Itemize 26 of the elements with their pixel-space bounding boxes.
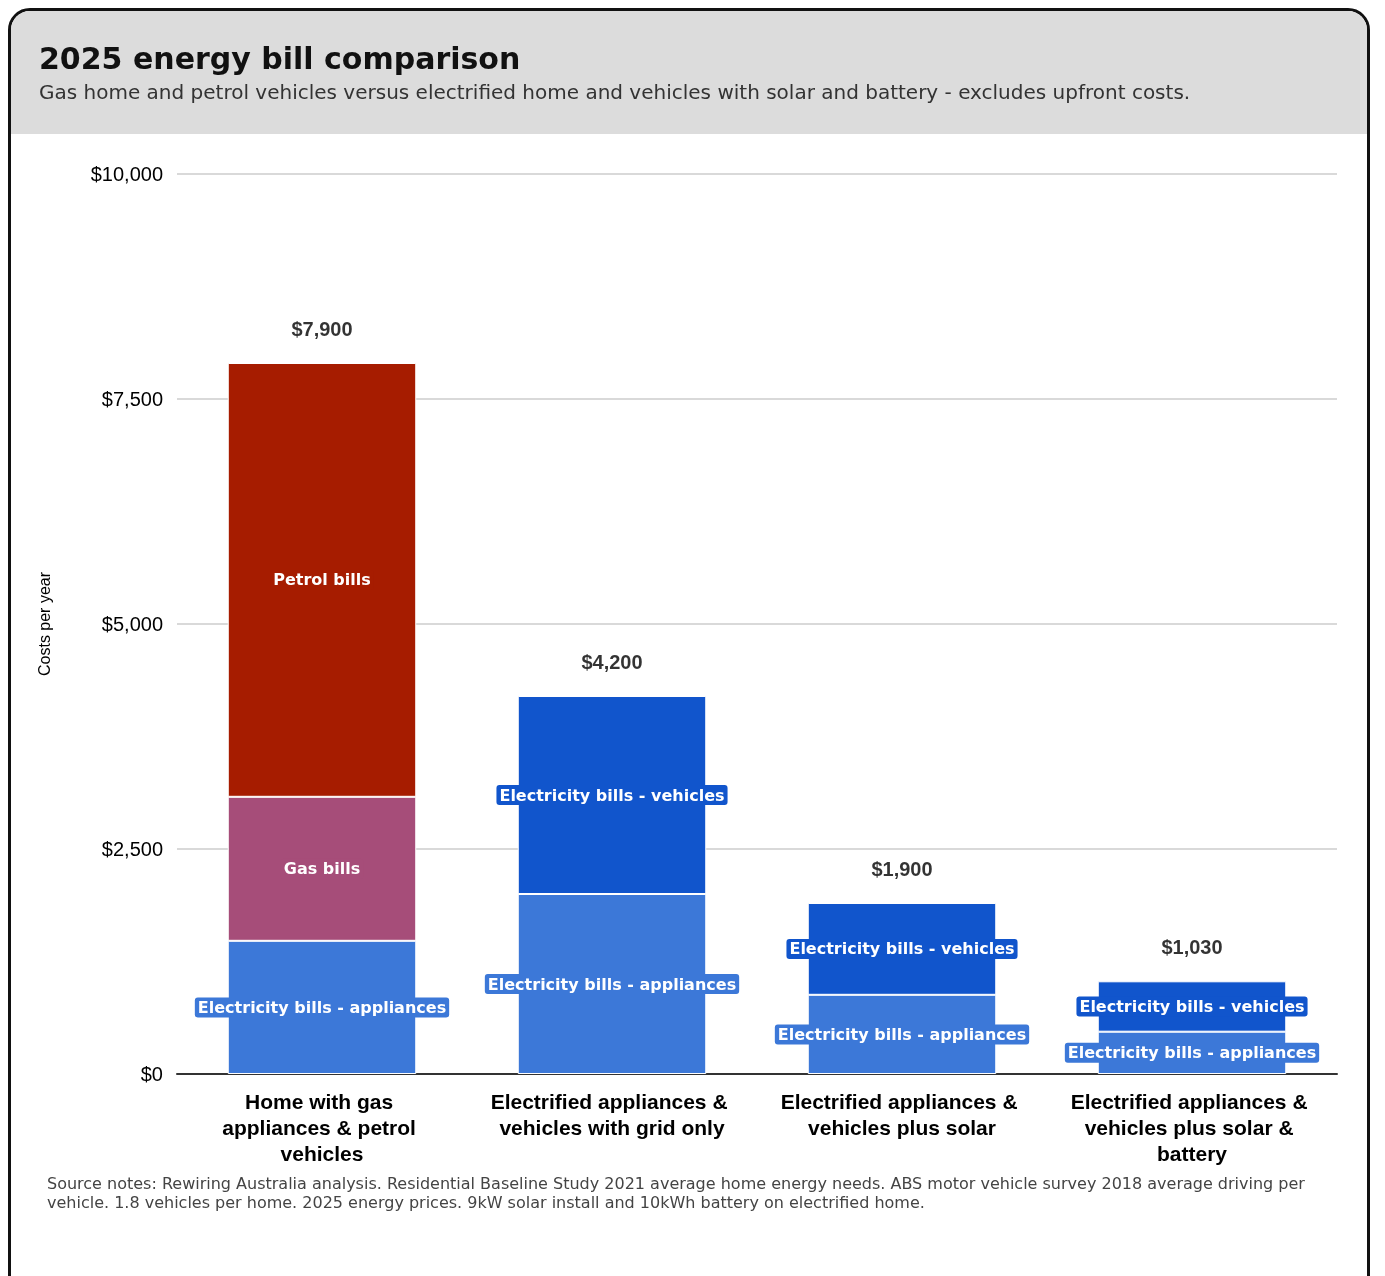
text: Electricity bills - vehicles bbox=[789, 939, 1015, 959]
total-label: $1,030 bbox=[1161, 936, 1223, 959]
text: Electricity bills - vehicles bbox=[1079, 997, 1305, 1016]
total-label: $7,900 bbox=[291, 318, 353, 340]
x-tick-label: Electrified appliances & vehicles plus solar bbox=[780, 1089, 1024, 1139]
series-label: Electricity bills - vehicles bbox=[499, 785, 725, 805]
chart-subtitle: Gas home and petrol vehicles versus electrified home and vehicles with solar and battery - excludes upfront costs. bbox=[39, 80, 1192, 104]
text: Electricity bills - appliances bbox=[197, 997, 447, 1017]
text: Electricity bills - appliances bbox=[777, 1024, 1027, 1044]
series-label: Gas bills bbox=[283, 859, 361, 879]
y-tick-label: $10,000 bbox=[90, 163, 163, 185]
x-tick-label: Electrified appliances & vehicles with grid only bbox=[490, 1089, 734, 1139]
total-label: $1,900 bbox=[871, 858, 933, 880]
x-tick-label: Electrified appliances & vehicles plus solar & battery bbox=[1070, 1089, 1314, 1165]
x-tick-label: Home with gas appliances & petrol vehicles bbox=[222, 1089, 422, 1165]
series-label: Electricity bills - appliances bbox=[1067, 1043, 1317, 1063]
chart-title: 2025 energy bill comparison bbox=[39, 41, 522, 76]
source-note: Source notes: Rewiring Australia analysis. Residential Baseline Study 2021 average home energy needs. ABS motor vehicle survey 2018 average driving per vehicle. 1.8 vehicles per home. 2025 energy prices. 9kW solar install and 10kWh battery on electrified home. bbox=[46, 1174, 1306, 1212]
text: Electricity bills - appliances bbox=[487, 974, 737, 994]
y-tick-label: $0 bbox=[140, 1063, 163, 1085]
y-tick-label: $7,500 bbox=[101, 388, 163, 410]
y-axis-title: Costs per year bbox=[35, 571, 53, 677]
y-tick-label: $5,000 bbox=[101, 613, 163, 635]
total-label: $4,200 bbox=[581, 651, 643, 673]
y-tick-label: $2,500 bbox=[101, 838, 163, 860]
series-label: Petrol bills bbox=[273, 570, 371, 590]
